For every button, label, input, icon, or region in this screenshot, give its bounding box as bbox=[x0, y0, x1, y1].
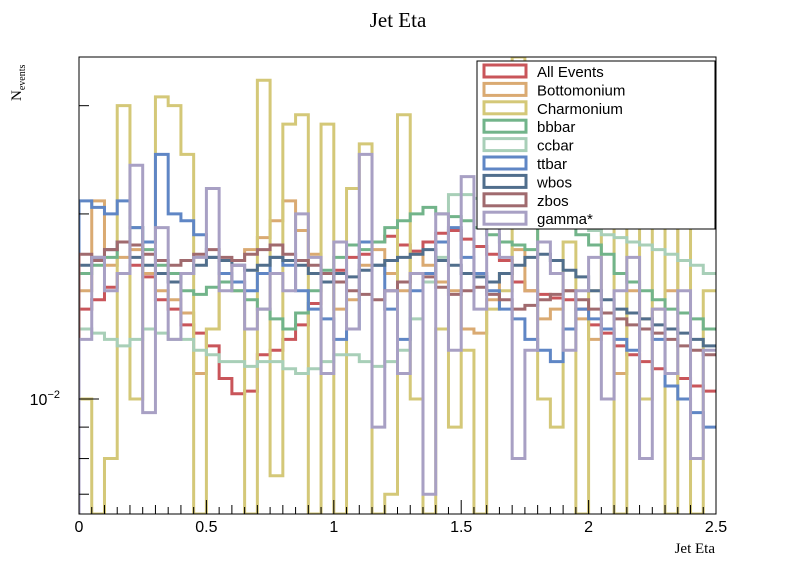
x-axis: 0 0.5 1 1.5 2 2.5 bbox=[75, 500, 727, 536]
legend-swatch bbox=[482, 81, 528, 97]
legend-swatch bbox=[482, 210, 528, 226]
legend-swatch bbox=[482, 192, 528, 208]
legend-swatch bbox=[482, 63, 528, 79]
legend-swatch bbox=[482, 173, 528, 189]
legend-label: ttbar bbox=[537, 156, 567, 173]
legend-swatch bbox=[482, 100, 528, 116]
legend-label: gamma* bbox=[537, 211, 593, 228]
x-tick-label: 1.5 bbox=[450, 519, 472, 536]
legend-entry: Charmonium bbox=[482, 100, 623, 118]
chart-title: Jet Eta bbox=[370, 8, 427, 32]
legend-entry: Bottomonium bbox=[482, 81, 625, 99]
x-tick-label: 2 bbox=[584, 519, 593, 536]
series-line-gamma- bbox=[79, 104, 716, 514]
legend-entry: All Events bbox=[482, 63, 604, 81]
legend-entry: bbbar bbox=[482, 118, 575, 136]
x-axis-title: Jet Eta bbox=[675, 541, 716, 557]
legend-entry: gamma* bbox=[482, 210, 593, 228]
legend-entry: wbos bbox=[482, 173, 572, 191]
legend-entry: ttbar bbox=[482, 155, 567, 173]
y-tick-label: 10−2 bbox=[30, 389, 60, 409]
x-tick-label: 2.5 bbox=[705, 519, 727, 536]
legend-entry: zbos bbox=[482, 192, 569, 210]
legend-label: All Events bbox=[537, 64, 604, 81]
legend-label: Charmonium bbox=[537, 101, 623, 118]
legend-label: zbos bbox=[537, 193, 569, 210]
legend-label: ccbar bbox=[537, 138, 574, 155]
x-tick-label: 1 bbox=[329, 519, 338, 536]
legend-label: wbos bbox=[536, 174, 572, 191]
legend-swatch bbox=[482, 137, 528, 153]
y-axis-title: Nevents bbox=[9, 65, 28, 101]
legend-entry: ccbar bbox=[482, 137, 574, 155]
legend-swatch bbox=[482, 155, 528, 171]
series-layer bbox=[79, 57, 716, 514]
y-axis-title-main: N bbox=[9, 90, 25, 101]
x-tick-label: 0 bbox=[75, 519, 84, 536]
x-tick-label: 0.5 bbox=[195, 519, 217, 536]
y-axis: 10−2 bbox=[30, 105, 99, 495]
legend-label: Bottomonium bbox=[537, 82, 625, 99]
legend-swatch bbox=[482, 118, 528, 134]
svg-text:Nevents: Nevents bbox=[9, 65, 28, 101]
legend-label: bbbar bbox=[537, 119, 575, 136]
legend-box bbox=[476, 60, 716, 230]
y-axis-title-subscript: events bbox=[17, 65, 28, 91]
